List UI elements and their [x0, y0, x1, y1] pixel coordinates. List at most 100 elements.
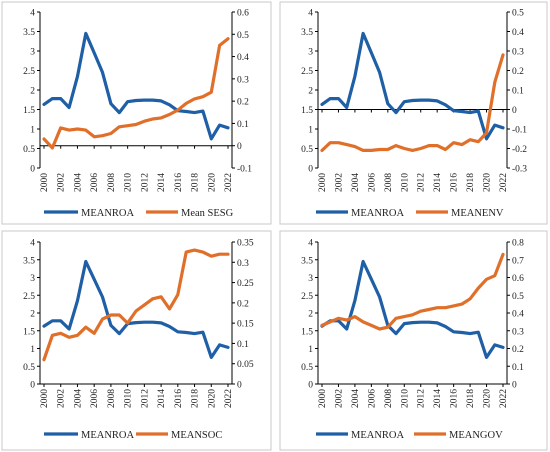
series-line-meanroa [320, 259, 505, 359]
left-tick-label: 4 [30, 239, 35, 249]
series-line-meanroa [42, 31, 230, 141]
left-tick-label: 0.5 [23, 363, 35, 373]
left-tick-label: 1 [308, 126, 313, 136]
right-tick-label: 0.05 [237, 360, 254, 370]
right-tick-label: -0.3 [512, 165, 527, 175]
right-tick-label: 0.6 [512, 274, 524, 284]
x-tick-label: 2000 [40, 173, 50, 192]
x-tick-label: 2020 [207, 389, 217, 408]
series-line-meanenv [320, 53, 505, 152]
left-tick-label: 0 [308, 165, 313, 175]
left-tick-label: 1.5 [301, 327, 313, 337]
x-tick-label: 2008 [107, 389, 117, 408]
x-tick-label: 2002 [57, 389, 67, 408]
right-tick-label: 0.7 [512, 256, 524, 266]
x-tick-label: 2018 [466, 389, 476, 408]
left-tick-label: 3.5 [23, 28, 35, 38]
left-tick-label: 4 [30, 9, 35, 19]
left-tick-label: 0.5 [301, 145, 313, 155]
left-tick-label: 1.5 [23, 106, 35, 116]
x-tick-label: 2010 [400, 173, 410, 192]
right-tick-label: 0.1 [512, 363, 524, 373]
left-tick-label: 4 [308, 9, 313, 19]
x-tick-label: 2012 [140, 173, 150, 192]
x-tick-label: 2012 [140, 389, 150, 408]
left-tick-label: 1.5 [301, 106, 313, 116]
x-tick-label: 2004 [351, 389, 361, 408]
legend-label: MEANENV [451, 208, 504, 219]
x-tick-label: 2008 [107, 173, 117, 192]
x-tick-label: 2004 [73, 173, 83, 192]
right-tick-label: 0.4 [512, 28, 524, 38]
legend-label: MEANSOC [171, 430, 222, 441]
left-tick-label: 3 [308, 274, 313, 284]
left-tick-label: 3.5 [301, 256, 313, 266]
x-tick-label: 2018 [191, 173, 201, 192]
series-line-meanroa [320, 31, 505, 141]
x-tick-label: 2016 [174, 389, 184, 408]
left-tick-label: 2.5 [23, 67, 35, 77]
x-tick-label: 2002 [334, 389, 344, 408]
right-tick-label: 0.4 [237, 53, 249, 63]
x-tick-label: 2020 [207, 173, 217, 192]
panel-border [1, 230, 272, 451]
legend-label: MEANROA [351, 430, 405, 441]
left-tick-label: 1 [308, 345, 313, 355]
right-tick-label: 0.3 [237, 75, 249, 85]
series-line-mean-sesg [42, 37, 230, 150]
left-tick-label: 3.5 [23, 256, 35, 266]
left-tick-label: 2 [30, 87, 35, 97]
left-tick-label: 2.5 [301, 292, 313, 302]
right-tick-label: 0.25 [237, 279, 254, 289]
x-tick-label: 2004 [351, 173, 361, 192]
right-tick-label: 0.2 [237, 299, 249, 309]
x-tick-label: 2018 [466, 173, 476, 192]
left-tick-label: 0 [30, 165, 35, 175]
x-tick-label: 2006 [367, 389, 377, 408]
x-tick-label: 2010 [400, 389, 410, 408]
x-tick-label: 2012 [417, 173, 427, 192]
right-tick-label: 0 [237, 142, 242, 152]
right-tick-label: 0.3 [512, 327, 524, 337]
x-tick-label: 2000 [318, 173, 328, 192]
left-tick-label: 0.5 [301, 363, 313, 373]
x-tick-label: 2000 [318, 389, 328, 408]
left-tick-label: 2.5 [23, 292, 35, 302]
x-tick-label: 2014 [157, 173, 167, 192]
left-tick-label: 3 [308, 48, 313, 58]
right-tick-label: 0.5 [237, 31, 249, 41]
right-tick-label: 0.5 [512, 9, 524, 19]
x-tick-label: 2000 [40, 389, 50, 408]
x-tick-label: 2010 [124, 389, 134, 408]
chart-panel-4: 0 0.5 1 1.5 2 2.5 3 3.5 4 0 0.1 0.2 0.3 0.4 0.5 0.6 0.7 0… [279, 230, 548, 451]
right-tick-label: 0.8 [512, 239, 524, 249]
left-tick-label: 2 [30, 310, 35, 320]
series-line-meangov [320, 252, 505, 331]
chart-panel-3: 0 0.5 1 1.5 2 2.5 3 3.5 4 0 0.05 0.1 0.15 0.2 0.25 0.3 0… [1, 230, 272, 451]
x-tick-label: 2010 [124, 173, 134, 192]
left-tick-label: 3 [30, 274, 35, 284]
right-tick-label: 0 [512, 106, 517, 116]
x-tick-label: 2002 [57, 173, 67, 192]
x-tick-label: 2012 [417, 389, 427, 408]
legend-label: MEANROA [81, 208, 135, 219]
left-tick-label: 2 [308, 87, 313, 97]
x-tick-label: 2022 [224, 389, 234, 408]
left-tick-label: 0 [30, 381, 35, 391]
chart-panel-1: 0 0.5 1 1.5 2 2.5 3 3.5 4 -0.1 0 0.1 0.2 0.3 0.4 0.5 0.6… [1, 1, 272, 225]
x-tick-label: 2004 [73, 389, 83, 408]
x-tick-label: 2008 [384, 173, 394, 192]
right-tick-label: 0.3 [237, 259, 249, 269]
right-tick-label: 0.1 [237, 340, 249, 350]
legend-label: MEANROA [351, 208, 405, 219]
right-tick-label: 0 [237, 381, 242, 391]
right-tick-label: 0.1 [512, 87, 524, 97]
series-line-meansoc [42, 248, 230, 362]
right-tick-label: 0.2 [512, 345, 524, 355]
x-tick-label: 2022 [224, 173, 234, 192]
x-tick-label: 2016 [450, 389, 460, 408]
legend-label: Mean SESG [181, 208, 234, 219]
x-tick-label: 2008 [384, 389, 394, 408]
x-tick-label: 2014 [433, 173, 443, 192]
x-tick-label: 2020 [483, 173, 493, 192]
